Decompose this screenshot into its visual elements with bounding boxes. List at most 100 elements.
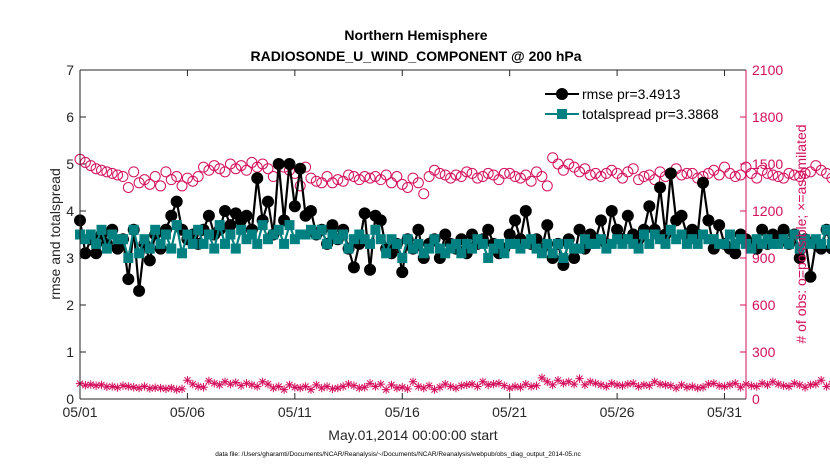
totalspread-point bbox=[810, 234, 821, 245]
totalspread-point bbox=[751, 234, 762, 245]
assimilated-obs-point bbox=[414, 382, 423, 391]
possible-obs-point bbox=[396, 178, 408, 190]
possible-obs-point bbox=[321, 171, 333, 183]
assimilated-obs-point bbox=[204, 376, 214, 386]
totalspread-point bbox=[461, 238, 472, 249]
assimilated-obs-point bbox=[720, 382, 729, 391]
possible-obs-point bbox=[590, 167, 602, 179]
totalspread-point bbox=[424, 243, 435, 254]
totalspread-point bbox=[230, 243, 241, 254]
totalspread-point bbox=[783, 238, 794, 249]
possible-obs-point bbox=[364, 172, 376, 184]
totalspread-point bbox=[569, 243, 580, 254]
y-right-tick-label: 0 bbox=[752, 391, 760, 407]
totalspread-point bbox=[595, 234, 606, 245]
assimilated-obs-point bbox=[586, 377, 595, 386]
assimilated-obs-point bbox=[806, 380, 815, 390]
possible-obs-point bbox=[584, 169, 596, 181]
assimilated-obs-point bbox=[134, 383, 144, 393]
totalspread-point bbox=[343, 243, 354, 254]
totalspread-point bbox=[408, 243, 418, 254]
possible-obs-point bbox=[477, 171, 489, 183]
assimilated-obs-point bbox=[242, 379, 251, 388]
assimilated-obs-point bbox=[253, 382, 262, 391]
totalspread-point bbox=[526, 234, 537, 245]
assimilated-obs-point bbox=[457, 381, 466, 390]
assimilated-obs-point bbox=[478, 377, 488, 386]
assimilated-obs-point bbox=[285, 380, 294, 390]
possible-obs-point bbox=[160, 166, 172, 178]
assimilated-obs-point bbox=[193, 382, 203, 391]
totalspread-point bbox=[316, 224, 327, 235]
assimilated-obs-point bbox=[145, 384, 155, 393]
rmse-point bbox=[713, 219, 726, 232]
rmse-point bbox=[605, 205, 618, 217]
totalspread-point bbox=[257, 220, 268, 231]
assimilated-obs-point bbox=[183, 376, 192, 385]
possible-obs-point bbox=[493, 174, 505, 186]
totalspread-point bbox=[203, 229, 214, 240]
totalspread-point bbox=[160, 229, 171, 240]
series-assimilated-obs bbox=[75, 373, 830, 394]
legend-rmse-label: rmse pr=3.4913 bbox=[582, 86, 681, 102]
assimilated-obs-point bbox=[698, 383, 708, 392]
assimilated-obs-point bbox=[526, 382, 536, 391]
totalspread-point bbox=[402, 234, 413, 245]
possible-obs-point bbox=[525, 175, 537, 187]
rmse-point bbox=[621, 209, 634, 222]
assimilated-obs-point bbox=[763, 380, 772, 390]
assimilated-obs-point bbox=[419, 383, 428, 393]
assimilated-obs-point bbox=[666, 381, 676, 390]
totalspread-point bbox=[708, 234, 719, 245]
possible-obs-point bbox=[439, 169, 451, 181]
assimilated-obs-point bbox=[381, 385, 391, 394]
possible-obs-point bbox=[128, 166, 140, 178]
assimilated-obs-point bbox=[172, 385, 181, 394]
assimilated-obs-point bbox=[118, 381, 128, 390]
possible-obs-point bbox=[418, 188, 430, 200]
totalspread-point bbox=[370, 224, 381, 235]
totalspread-point bbox=[123, 253, 134, 263]
possible-obs-point bbox=[794, 171, 806, 183]
totalspread-point bbox=[826, 238, 830, 249]
assimilated-obs-point bbox=[398, 383, 407, 392]
possible-obs-point bbox=[574, 166, 585, 178]
possible-obs-point bbox=[724, 167, 736, 179]
rmse-point bbox=[294, 162, 307, 175]
totalspread-point bbox=[536, 248, 547, 259]
possible-obs-point bbox=[751, 172, 763, 184]
possible-obs-point bbox=[509, 171, 521, 183]
totalspread-point bbox=[193, 224, 204, 235]
rmse-point bbox=[664, 167, 677, 180]
rmse-point bbox=[654, 181, 667, 194]
y-right-tick-label: 1500 bbox=[752, 156, 783, 172]
chart-title: Northern Hemisphere bbox=[344, 27, 487, 43]
possible-obs-point bbox=[122, 182, 134, 193]
assimilated-obs-point bbox=[220, 377, 230, 386]
totalspread-point bbox=[434, 243, 445, 254]
totalspread-point bbox=[622, 234, 633, 245]
totalspread-point bbox=[483, 253, 494, 263]
assimilated-obs-point bbox=[210, 379, 219, 388]
assimilated-obs-point bbox=[790, 379, 799, 388]
assimilated-obs-point bbox=[800, 383, 810, 392]
assimilated-obs-point bbox=[376, 379, 385, 389]
assimilated-obs-point bbox=[521, 379, 530, 389]
assimilated-obs-point bbox=[671, 383, 681, 393]
y-right-tick-label: 300 bbox=[752, 344, 776, 360]
possible-obs-point bbox=[649, 174, 661, 186]
possible-obs-point bbox=[412, 177, 424, 189]
totalspread-point bbox=[638, 229, 649, 240]
assimilated-obs-point bbox=[677, 380, 686, 390]
possible-obs-point bbox=[622, 166, 634, 178]
totalspread-point bbox=[273, 224, 284, 235]
totalspread-point bbox=[198, 238, 209, 249]
totalspread-point bbox=[816, 238, 827, 249]
rmse-point bbox=[304, 205, 317, 217]
totalspread-point bbox=[236, 224, 247, 235]
assimilated-obs-point bbox=[494, 379, 504, 388]
possible-obs-point bbox=[117, 171, 129, 183]
assimilated-obs-point bbox=[553, 376, 563, 385]
possible-obs-point bbox=[149, 171, 161, 183]
possible-obs-point bbox=[616, 172, 628, 184]
